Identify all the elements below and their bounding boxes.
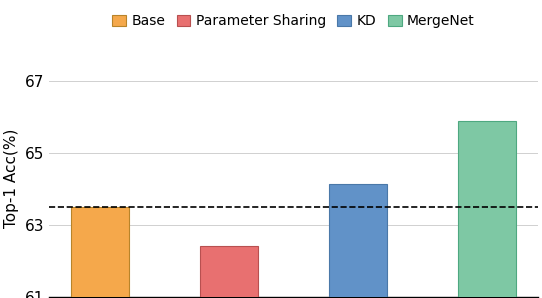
Bar	[72, 207, 129, 297]
Legend: Base, Parameter Sharing, KD, MergeNet: Base, Parameter Sharing, KD, MergeNet	[112, 14, 475, 28]
Y-axis label: Top-1 Acc(%): Top-1 Acc(%)	[4, 128, 19, 228]
Bar	[329, 184, 387, 297]
Bar	[457, 121, 515, 297]
Bar	[200, 246, 258, 297]
